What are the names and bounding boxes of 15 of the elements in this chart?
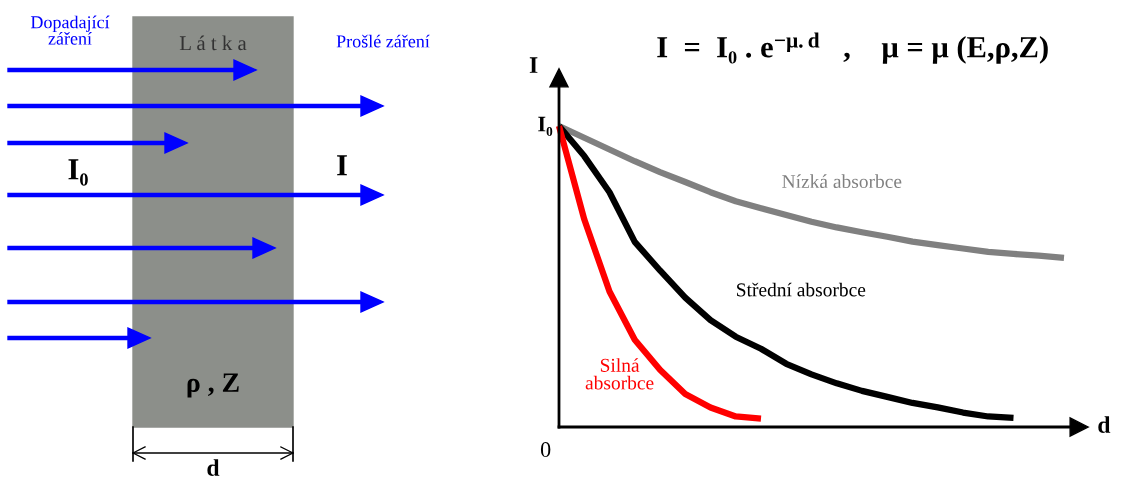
text: d — [207, 459, 220, 476]
chart-title: I = I₀ . e$^{−μ.d}$ , μ = μ (E,ρ,Z) — [657, 32, 1048, 64]
series-label: Silná absorbce — [585, 358, 654, 390]
text: L á t k a — [179, 35, 247, 51]
series-label: Střední absorbce — [737, 282, 866, 297]
y-axis-title: I — [529, 57, 538, 73]
series-label: Nízká absorbce — [782, 174, 902, 189]
text: I₀ — [68, 159, 88, 186]
text: Prošlé záření — [336, 34, 430, 48]
text: Dopadající záření — [30, 15, 110, 45]
text: I — [337, 155, 347, 176]
text: I₀ — [538, 116, 553, 136]
text: 0 — [540, 442, 551, 457]
text: ρ , Z — [187, 373, 239, 398]
x-axis-title: d — [1098, 416, 1111, 433]
